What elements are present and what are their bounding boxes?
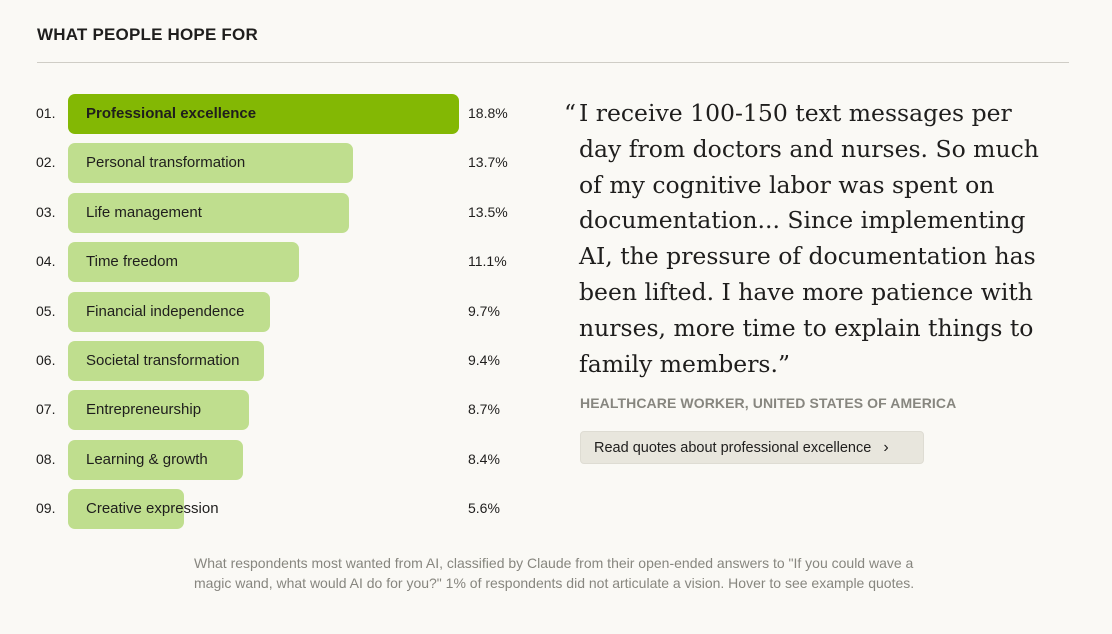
bar-label: Learning & growth: [86, 450, 208, 468]
bar-value-label: 8.7%: [468, 401, 500, 418]
bar-value-label: 11.1%: [468, 253, 507, 270]
read-quotes-button[interactable]: Read quotes about professional excellenc…: [580, 431, 924, 464]
bar-label: Financial independence: [86, 302, 245, 320]
bar-label: Life management: [86, 203, 202, 221]
bar-label: Societal transformation: [86, 352, 240, 369]
bar[interactable]: [68, 291, 270, 332]
bar-rank: 01.: [36, 105, 56, 121]
bar[interactable]: [68, 341, 264, 381]
bar-label: Professional excellence: [86, 105, 257, 122]
chart-caption: What respondents most wanted from AI, cl…: [194, 555, 915, 591]
quote-text: I receive 100-150 text messages per day …: [579, 99, 1039, 378]
bar-label: Personal transformation: [86, 154, 246, 172]
bar-label: Creative expression: [86, 500, 219, 518]
bar[interactable]: [68, 390, 249, 431]
bar[interactable]: [68, 489, 185, 530]
bar[interactable]: [68, 242, 299, 283]
bar-value-label: 9.7%: [468, 302, 500, 319]
read-quotes-label: Read quotes about professional excellenc…: [594, 439, 872, 456]
bar-rank: 05.: [36, 302, 56, 319]
bar-rank: 04.: [36, 253, 56, 270]
bar-rank: 02.: [36, 154, 56, 171]
quote-open-mark: “: [564, 99, 577, 127]
bar-value-label: 13.5%: [468, 203, 508, 220]
bar[interactable]: [68, 94, 459, 134]
bar-value-label: 5.6%: [468, 500, 500, 517]
bar-label: Entrepreneurship: [86, 401, 202, 419]
bar-rank: 07.: [36, 401, 56, 418]
bar-rank: 06.: [36, 352, 56, 368]
bar[interactable]: [68, 192, 349, 233]
divider: [37, 62, 1069, 63]
bar-rank: 03.: [36, 203, 56, 220]
bar[interactable]: [68, 439, 243, 480]
section-title: WHAT PEOPLE HOPE FOR: [37, 25, 258, 44]
bar-value-label: 8.4%: [468, 450, 500, 467]
bar-value-label: 9.4%: [468, 352, 500, 368]
quote: “I receive 100-150 text messages per day…: [564, 96, 1059, 382]
bar[interactable]: [68, 143, 353, 184]
bar-rank: 09.: [36, 500, 56, 517]
bar-value-label: 13.7%: [468, 154, 508, 171]
bar-label: Time freedom: [86, 253, 178, 271]
quote-attribution: HEALTHCARE WORKER, UNITED STATES OF AMER…: [580, 395, 957, 411]
chevron-right-icon: ›: [883, 438, 889, 456]
bar-rank: 08.: [36, 450, 56, 467]
bar-value-label: 18.8%: [468, 105, 508, 121]
